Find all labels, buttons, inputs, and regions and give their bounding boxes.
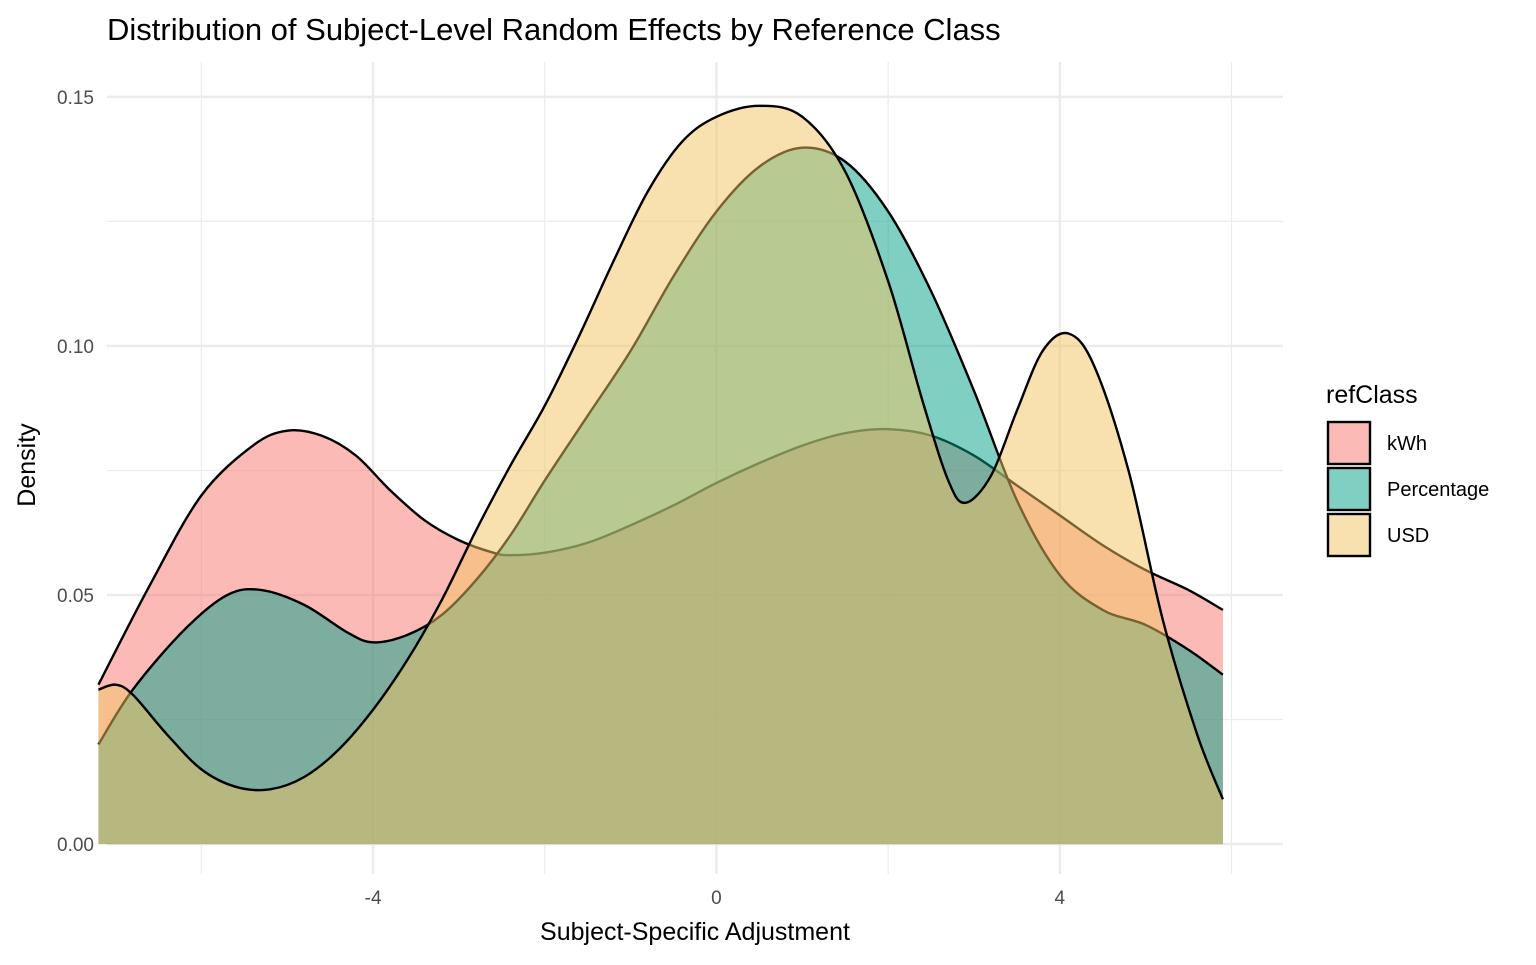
legend-key: [1326, 512, 1372, 558]
y-tick-label: 0.10: [57, 337, 94, 358]
x-tick-label: -4: [365, 888, 382, 909]
chart-title: Distribution of Subject-Level Random Eff…: [107, 12, 1001, 47]
x-axis-ticks: -4 0 4: [365, 888, 1066, 909]
density-outline-usd: [98, 104, 1225, 800]
density-areas: [97, 104, 1225, 845]
legend-items: kWh Percentage USD: [1326, 420, 1489, 558]
y-tick-label: 0.05: [57, 586, 94, 607]
y-tick-label: 0.00: [57, 835, 94, 856]
legend-label: Percentage: [1387, 479, 1489, 501]
legend-key: [1326, 466, 1372, 512]
x-tick-label: 4: [1055, 888, 1066, 909]
legend-title: refClass: [1326, 381, 1418, 409]
x-axis-title: Subject-Specific Adjustment: [540, 918, 850, 946]
legend: refClass kWh Percentage USD: [1326, 381, 1489, 558]
density-area-usd: [98, 105, 1223, 845]
y-tick-label: 0.15: [57, 88, 94, 109]
legend-key: [1326, 420, 1372, 466]
y-axis-ticks: 0.00 0.05 0.10 0.15: [57, 88, 94, 856]
legend-label: kWh: [1387, 433, 1427, 455]
legend-label: USD: [1387, 525, 1429, 547]
x-tick-label: 0: [711, 888, 722, 909]
y-axis-title: Density: [13, 423, 41, 507]
